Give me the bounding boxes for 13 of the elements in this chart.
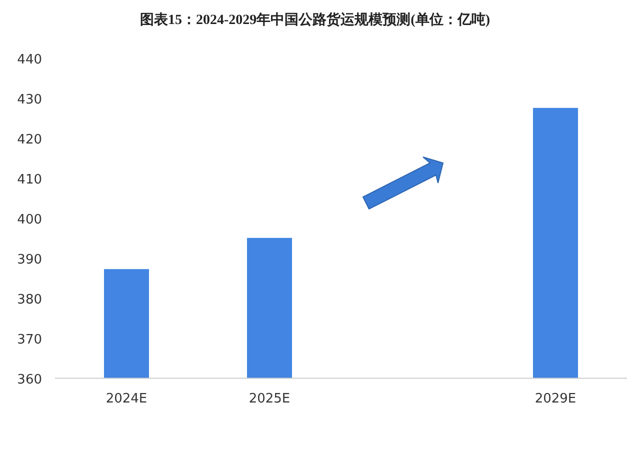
y-tick-label: 370: [17, 332, 42, 348]
y-tick-label: 380: [17, 292, 42, 308]
y-tick-label: 410: [17, 172, 42, 188]
chart-title: 图表15：2024-2029年中国公路货运规模预测(单位：亿吨): [140, 12, 490, 28]
y-tick-label: 390: [17, 252, 42, 268]
y-tick-label: 360: [17, 372, 42, 388]
y-tick-label: 400: [17, 212, 42, 228]
x-tick-label: 2029E: [534, 391, 576, 406]
x-tick-label: 2025E: [248, 391, 290, 406]
x-tick-label: 2024E: [106, 391, 148, 406]
y-tick-label: 430: [17, 92, 42, 108]
y-tick-label: 420: [17, 132, 42, 148]
y-tick-label: 440: [17, 52, 42, 68]
